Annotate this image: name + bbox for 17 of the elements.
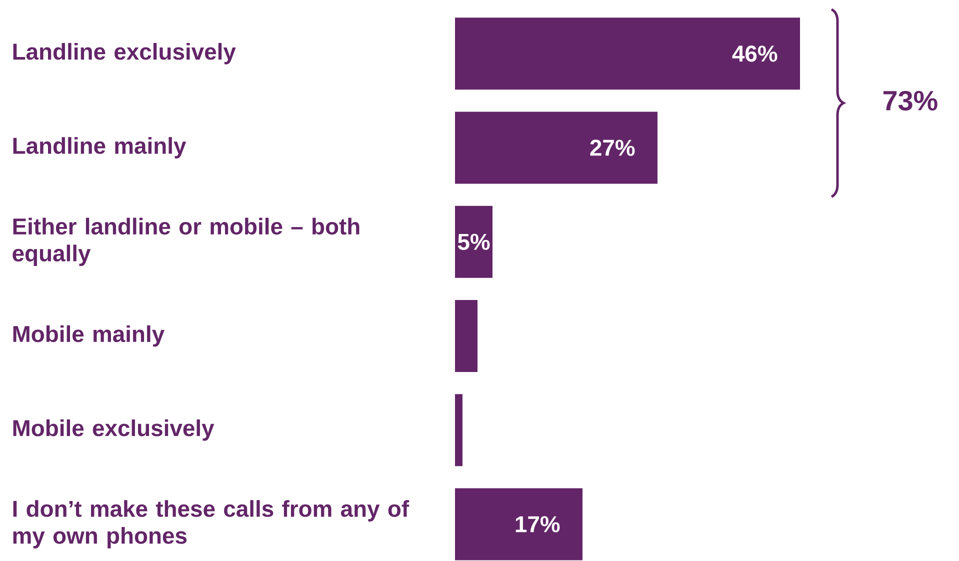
data-label: 17%: [516, 516, 560, 532]
bar: [455, 394, 463, 466]
data-label: 5%: [458, 234, 490, 250]
bar: [455, 300, 478, 372]
y-tick-label: I don’t make these calls from any of my own phones: [13, 500, 410, 548]
y-tick-label: Mobile mainly: [13, 325, 164, 347]
y-tick-label: Landline mainly: [13, 137, 186, 158]
bar: [455, 206, 493, 278]
text: 73%: [883, 90, 938, 111]
bar: [455, 18, 800, 90]
y-tick-label: Mobile exclusively: [13, 419, 214, 441]
bar: [455, 112, 658, 184]
y-tick-label: Landline exclusively: [13, 42, 236, 64]
bar: [455, 488, 583, 560]
data-label: 46%: [732, 46, 778, 62]
y-tick-label: Either landline or mobile – both equally: [12, 218, 360, 266]
data-label: 27%: [590, 140, 635, 156]
